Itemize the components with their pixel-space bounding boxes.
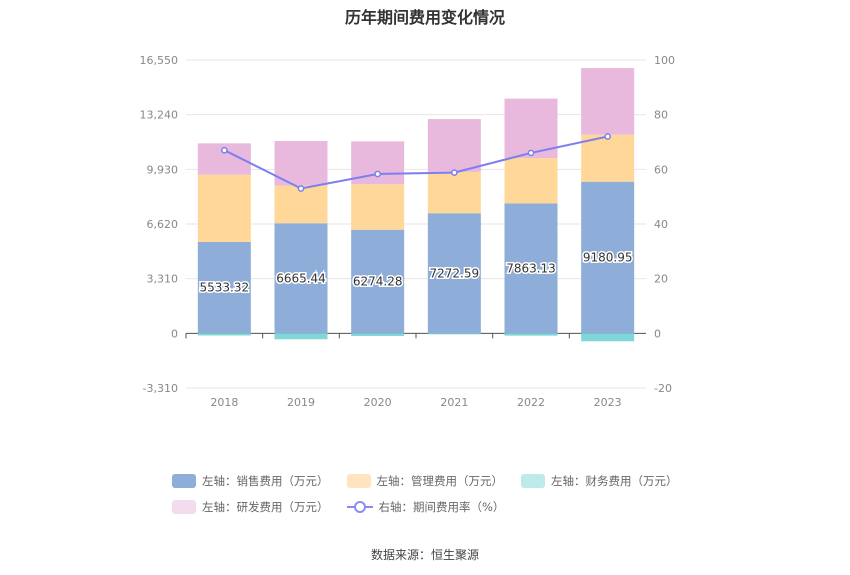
right-axis-tick-label: 0 [654,327,661,340]
bar-finance [581,333,635,342]
legend-row-1: 左轴：销售费用（万元） 左轴：管理费用（万元） 左轴：财务费用（万元） [172,470,692,492]
bar-sales [351,229,405,334]
bar-sales [581,181,635,334]
sales-data-label: 6665.44 [276,271,326,285]
legend: 左轴：销售费用（万元） 左轴：管理费用（万元） 左轴：财务费用（万元） 左轴：研… [172,470,692,522]
left-axis-tick-label: 13,240 [140,109,179,122]
legend-item-admin[interactable]: 左轴：管理费用（万元） [346,473,504,489]
sales-data-label: 7863.13 [506,261,556,275]
left-axis-tick-label: 3,310 [147,273,179,286]
legend-line-marker-icon [346,500,373,514]
bar-finance [274,333,328,340]
sales-data-label: 7272.59 [430,266,480,280]
sales-data-label: 9180.95 [583,251,633,265]
x-axis-tick-label: 2022 [517,396,545,409]
x-axis-tick-label: 2023 [594,396,622,409]
bar-finance [427,333,481,335]
left-axis-tick-label: 9,930 [147,163,179,176]
left-axis-tick-label: 6,620 [147,218,179,231]
bar-finance [351,333,405,336]
data-source: 数据来源：恒生聚源 [370,548,479,562]
legend-label-admin: 左轴：管理费用（万元） [376,474,504,488]
rate-point [374,170,382,178]
chart-title: 历年期间费用变化情况 [344,8,505,27]
legend-label-sales: 左轴：销售费用（万元） [202,474,329,488]
left-axis-tick-label: 16,550 [140,54,179,67]
legend-swatch-sales [172,474,196,488]
bar-admin [351,184,405,230]
legend-swatch-admin [346,474,371,488]
legend-label-rnd: 左轴：研发费用（万元） [202,500,329,514]
rate-point [450,169,458,176]
bar-admin [581,134,635,182]
rate-point [527,149,535,157]
bar-admin [274,185,328,224]
bar-sales [274,223,328,334]
sales-data-label: 5533.32 [200,281,250,295]
left-axis-tick-label: 0 [171,327,178,340]
right-axis-tick-label: 100 [654,54,675,67]
legend-item-rnd[interactable]: 左轴：研发费用（万元） [172,499,329,515]
right-axis-tick-label: -20 [654,382,672,395]
x-axis-tick-label: 2021 [440,396,468,409]
rate-point [220,146,228,154]
rate-line [223,135,608,190]
right-axis-tick-label: 60 [654,163,668,176]
legend-row-2: 左轴：研发费用（万元） 右轴：期间费用率（%） [172,496,692,518]
right-axis-tick-label: 40 [654,218,668,231]
legend-swatch-finance [521,474,545,488]
rate-point [297,185,305,192]
sales-data-label: 6274.28 [353,275,403,289]
bar-admin [197,174,251,242]
x-axis-tick-label: 2018 [210,396,238,409]
bar-rnd [581,68,635,135]
bar-sales [427,213,481,334]
legend-item-sales[interactable]: 左轴：销售费用（万元） [172,473,329,489]
bar-rnd [427,119,481,172]
bar-rnd [274,141,328,186]
legend-swatch-rnd [172,500,196,514]
bar-admin [504,158,558,204]
bar-admin [427,171,481,214]
legend-label-rate: 右轴：期间费用率（%） [378,500,505,514]
left-axis-tick-label: -3,310 [143,382,178,395]
right-axis-tick-label: 80 [654,109,668,122]
bar-finance [504,333,558,336]
x-axis-tick-label: 2019 [287,396,315,409]
bar-sales [197,241,251,334]
right-axis-tick-label: 20 [654,273,668,286]
legend-item-rate[interactable]: 右轴：期间费用率（%） [346,499,505,515]
legend-item-finance[interactable]: 左轴：财务费用（万元） [521,473,678,489]
rate-point [604,133,612,140]
legend-label-finance: 左轴：财务费用（万元） [551,474,678,488]
bar-finance [197,333,251,336]
bar-sales [504,203,558,334]
x-axis-tick-label: 2020 [364,396,392,409]
